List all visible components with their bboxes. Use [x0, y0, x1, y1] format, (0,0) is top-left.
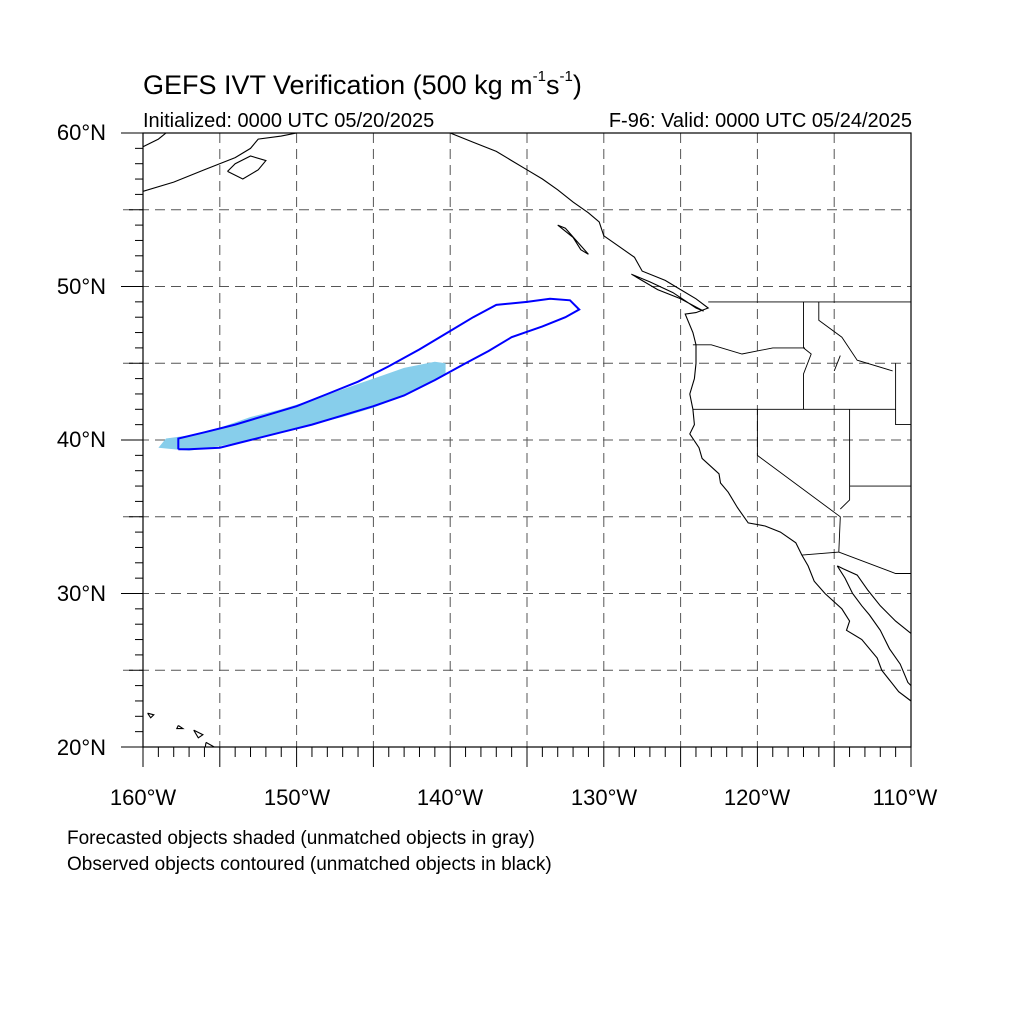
lon-label-140w: 140°W: [416, 785, 484, 810]
lon-label-120w: 120°W: [723, 785, 791, 810]
coastline-segment: [836, 565, 911, 686]
coastline-segment: [143, 133, 297, 192]
observed-object-contour: [177, 297, 581, 451]
init-time: Initialized: 0000 UTC 05/20/2025: [143, 110, 435, 132]
state-border-segment: [818, 301, 893, 372]
state-border-segment: [895, 363, 911, 426]
state-borders: [692, 301, 911, 574]
state-border-segment: [803, 301, 812, 410]
title-sup-1: -1: [532, 68, 546, 85]
lon-label-110w: 110°W: [872, 785, 938, 810]
title-main: GEFS IVT Verification (500 kg m: [143, 70, 533, 100]
lat-label-30n: 30°N: [56, 581, 106, 606]
coastline-segment: [143, 133, 167, 148]
note-forecast: Forecasted objects shaded (unmatched obj…: [67, 828, 535, 849]
note-observed: Observed objects contoured (unmatched ob…: [67, 854, 552, 875]
coastline-segment: [204, 741, 216, 747]
coastline-segment: [837, 565, 911, 634]
coastline-segment: [557, 224, 589, 255]
lon-label-160w: 160°W: [109, 785, 177, 810]
coastline-segment: [193, 729, 204, 739]
coastline-segment: [147, 712, 155, 719]
state-border-segment: [692, 344, 805, 355]
state-border-segment: [839, 409, 851, 510]
coastline-segment: [631, 273, 704, 312]
title-mid: s: [546, 70, 560, 100]
title-end: ): [572, 70, 582, 100]
state-border-segment: [833, 355, 841, 372]
legend-notes: Forecasted objects shaded (unmatched obj…: [67, 826, 552, 878]
coastline-segment: [175, 725, 185, 730]
lon-label-150w: 150°W: [263, 785, 331, 810]
lat-label-50n: 50°N: [56, 274, 106, 299]
lat-label-40n: 40°N: [56, 427, 106, 452]
state-border-segment: [756, 409, 841, 556]
coastline-segment: [227, 155, 267, 180]
valid-time: F-96: Valid: 0000 UTC 05/24/2025: [608, 110, 912, 132]
forecast-object: [158, 361, 446, 451]
title-sup-2: -1: [559, 68, 573, 85]
lat-label-60n: 60°N: [56, 120, 106, 145]
axis-ticks: [121, 132, 912, 767]
coastline: [143, 133, 911, 747]
coastline-segment: [449, 133, 911, 702]
state-border-segment: [838, 551, 911, 574]
map-title: GEFS IVT Verification (500 kg m-1s-1): [143, 68, 582, 101]
lon-label-130w: 130°W: [570, 785, 638, 810]
lat-label-20n: 20°N: [56, 735, 106, 760]
grid-lines: [123, 133, 911, 747]
